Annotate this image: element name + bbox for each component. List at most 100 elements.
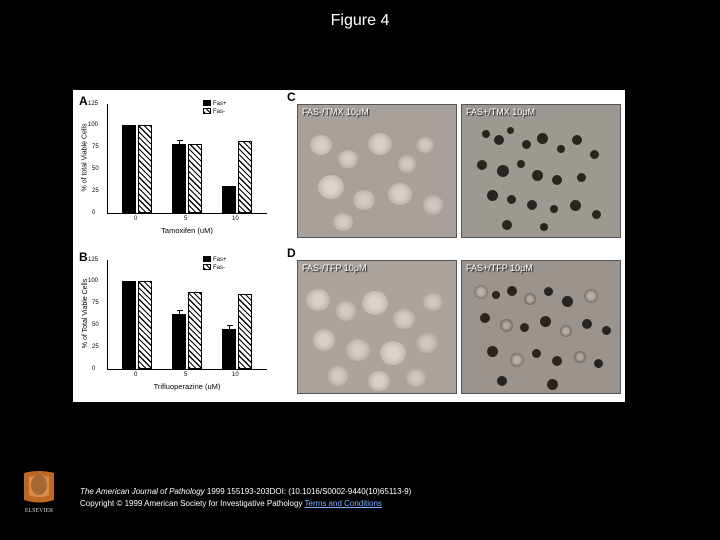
cell-icon	[313, 329, 335, 351]
cell-icon	[368, 371, 390, 391]
cell-icon	[398, 155, 416, 173]
ytick: 25	[92, 344, 99, 350]
bar-a-fasplus-10	[222, 186, 236, 213]
cell-icon	[574, 351, 586, 363]
terms-link[interactable]: Terms and Conditions	[305, 499, 382, 508]
panel-b-xlabel: Trifluoperazine (uM)	[107, 382, 267, 391]
cell-dark-icon	[532, 170, 543, 181]
cell-dark-icon	[517, 160, 525, 168]
cell-dark-icon	[557, 145, 565, 153]
panel-d: D FAS-/TFP 10μM FAS+/TFP 10μM	[283, 246, 625, 402]
cell-dark-icon	[552, 175, 562, 185]
cell-dark-icon	[522, 140, 531, 149]
panel-a-chart: 0 25 50 75 100 125 0	[107, 104, 267, 214]
cell-icon	[306, 289, 330, 311]
panel-b: B Fas+ Fas- % of Total Viable Cells 0 25…	[73, 246, 283, 402]
ytick: 25	[92, 188, 99, 194]
cell-icon	[393, 309, 415, 329]
cell-icon	[318, 175, 344, 199]
cell-icon	[524, 293, 536, 305]
cell-dark-icon	[497, 165, 509, 177]
panel-a-ylabel: % of total Viable Cells	[81, 124, 88, 192]
cell-dark-icon	[507, 195, 516, 204]
ytick: 50	[92, 166, 99, 172]
cell-icon	[338, 150, 358, 168]
cell-dark-icon	[572, 135, 582, 145]
cell-dark-icon	[477, 160, 487, 170]
cell-dark-icon	[602, 326, 611, 335]
panel-b-ylabel: % of Total Viable Cells	[82, 279, 89, 348]
cell-dark-icon	[544, 287, 553, 296]
cell-icon	[333, 213, 353, 231]
cell-dark-icon	[532, 349, 541, 358]
bar-a-fasminus-0	[138, 125, 152, 213]
panel-c-label: C	[287, 90, 296, 104]
citation-year-vol: 1999 155193-203DOI: (10.1016/S0002-9440(…	[205, 487, 412, 496]
citation-journal: The American Journal of Pathology	[80, 487, 205, 496]
cell-dark-icon	[577, 173, 586, 182]
panel-a: A Fas+ Fas- % of total Viable Cells 0 25…	[73, 90, 283, 246]
micrograph-d-left: FAS-/TFP 10μM	[297, 260, 457, 394]
xtick: 10	[232, 216, 239, 222]
micrograph-d-right-title: FAS+/TFP 10μM	[466, 263, 533, 273]
cell-icon	[500, 319, 513, 332]
bar-b-fasplus-5	[172, 314, 186, 369]
citation-line-1: The American Journal of Pathology 1999 1…	[80, 486, 411, 498]
bar-b-fasplus-10	[222, 329, 236, 369]
cell-dark-icon	[594, 359, 603, 368]
citation-line-2: Copyright © 1999 American Society for In…	[80, 498, 411, 510]
cell-icon	[328, 366, 348, 386]
cell-icon	[423, 195, 443, 215]
citation-block: The American Journal of Pathology 1999 1…	[80, 486, 411, 510]
cell-icon	[353, 190, 375, 210]
ytick: 0	[92, 366, 95, 372]
cell-dark-icon	[487, 190, 498, 201]
cell-dark-icon	[582, 319, 592, 329]
cell-dark-icon	[492, 291, 500, 299]
panel-c: C FAS-/TMX 10μM FAS+/TMX 10μM	[283, 90, 625, 246]
cell-dark-icon	[590, 150, 599, 159]
bar-b-fasminus-0	[138, 281, 152, 369]
cell-dark-icon	[562, 296, 573, 307]
ytick: 100	[88, 122, 98, 128]
cell-icon	[368, 133, 392, 155]
panel-b-chart: 0 25 50 75 100 125	[107, 260, 267, 370]
cell-dark-icon	[502, 220, 512, 230]
cell-dark-icon	[494, 135, 504, 145]
xtick: 10	[232, 372, 239, 378]
cell-dark-icon	[520, 323, 529, 332]
cell-icon	[388, 183, 412, 205]
xtick: 5	[184, 372, 187, 378]
xtick: 0	[134, 372, 137, 378]
cell-icon	[416, 333, 438, 353]
bar-a-fasplus-5	[172, 144, 186, 213]
micrograph-d-right: FAS+/TFP 10μM	[461, 260, 621, 394]
ytick: 0	[92, 210, 95, 216]
cell-icon	[362, 291, 388, 315]
cell-dark-icon	[570, 200, 581, 211]
bar-a-fasplus-0	[122, 125, 136, 213]
cell-dark-icon	[507, 127, 514, 134]
cell-dark-icon	[547, 379, 558, 390]
cell-dark-icon	[480, 313, 490, 323]
panel-d-label: D	[287, 246, 296, 260]
micrograph-c-left-title: FAS-/TMX 10μM	[302, 107, 369, 117]
cell-icon	[336, 301, 356, 321]
cell-icon	[423, 293, 443, 311]
panel-b-label: B	[79, 250, 88, 264]
cell-dark-icon	[482, 130, 490, 138]
cell-icon	[560, 325, 572, 337]
cell-icon	[474, 285, 488, 299]
cell-dark-icon	[552, 356, 562, 366]
cell-icon	[380, 341, 406, 365]
ytick: 125	[88, 257, 98, 263]
cell-dark-icon	[507, 286, 517, 296]
ytick: 100	[88, 278, 98, 284]
micrograph-c-left: FAS-/TMX 10μM	[297, 104, 457, 238]
cell-icon	[510, 353, 524, 367]
cell-dark-icon	[540, 223, 548, 231]
bar-b-fasminus-10	[238, 294, 252, 369]
panel-a-xlabel: Tamoxifen (uM)	[107, 226, 267, 235]
bar-b-fasminus-5	[188, 292, 202, 369]
cell-dark-icon	[592, 210, 601, 219]
